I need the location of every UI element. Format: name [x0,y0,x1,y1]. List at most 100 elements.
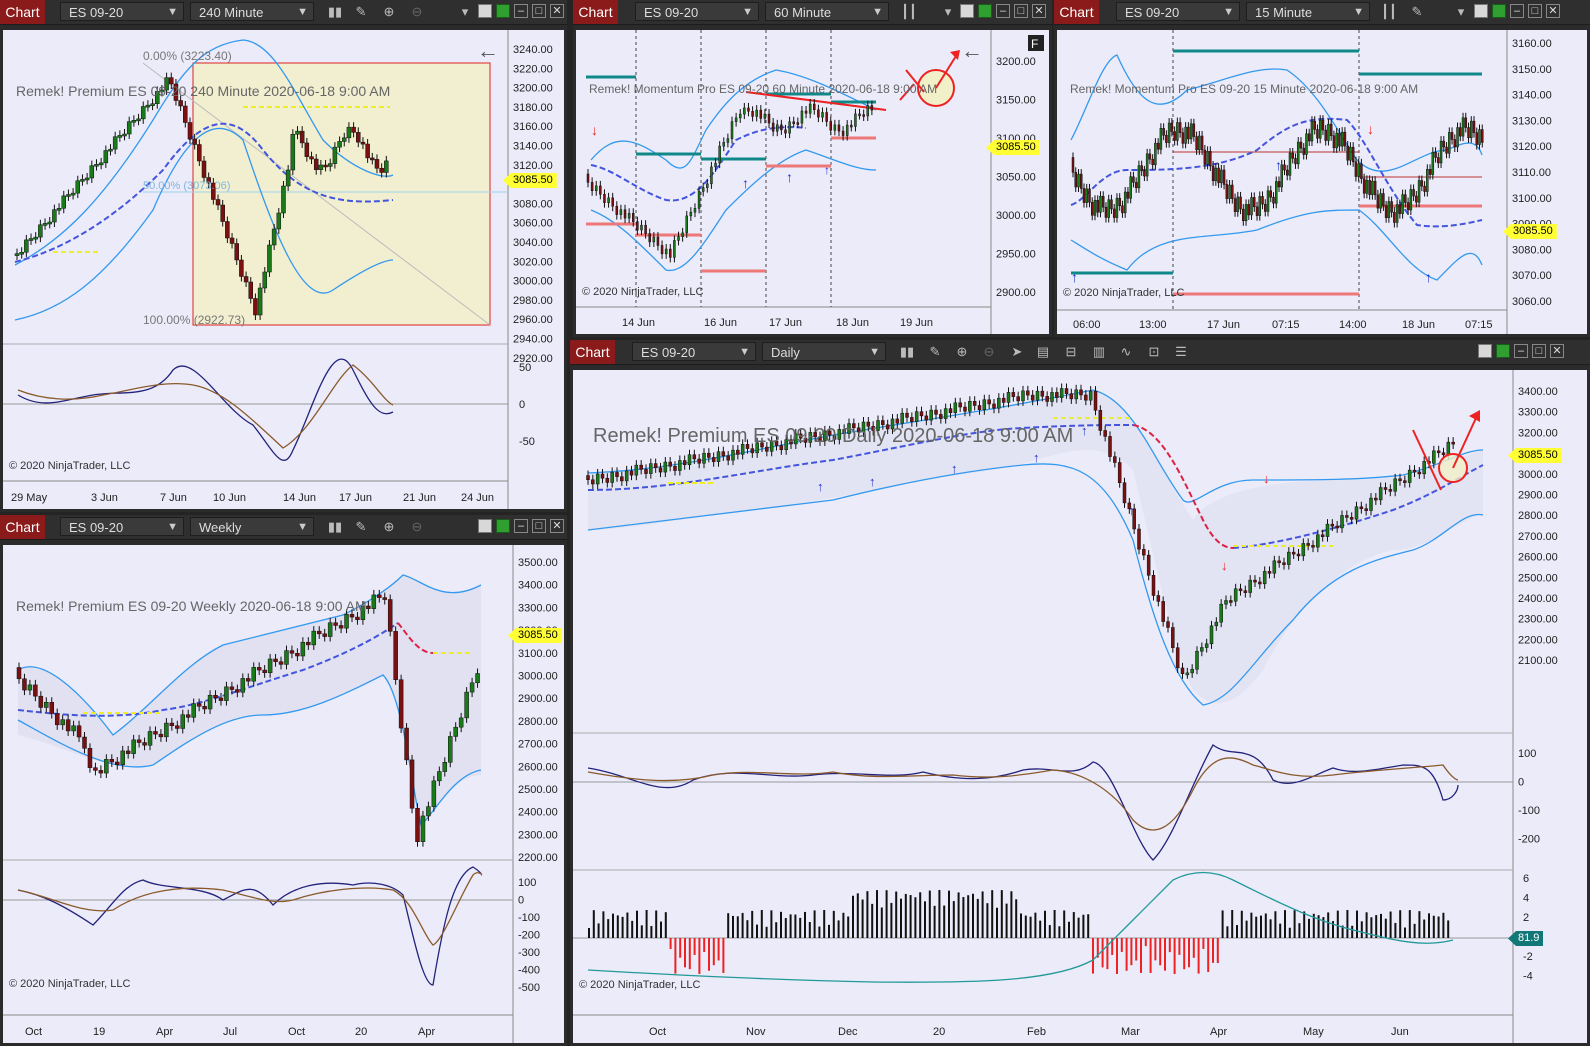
chart-panel[interactable]: ↓ ↑ ↑ ↑ 3160.00 3150.00 3140.00 3130.00 3120… [1057,30,1587,334]
maximize-button[interactable]: □ [532,4,546,18]
drawing-tool-icon[interactable]: ✎ [1411,4,1423,19]
candle [687,454,692,466]
candle [125,750,131,754]
back-arrow-icon[interactable]: ← [477,38,499,63]
link-color-button[interactable] [1478,344,1492,358]
link-group-button[interactable] [978,4,992,18]
drawing-tool-icon[interactable]: ✎ [355,519,367,534]
chart-trader-icon[interactable]: ⊟ [1065,344,1077,359]
interval-selector[interactable]: 15 Minute ▼ [1246,2,1370,21]
zoom-out-icon[interactable]: ⊖ [983,344,995,359]
interval-selector[interactable]: 240 Minute ▼ [190,2,314,21]
candle [115,761,120,765]
minimize-button[interactable]: – [514,4,528,18]
link-color-button[interactable] [1474,4,1488,18]
bar-type-icon[interactable]: ▮▮ [899,344,915,359]
drawing-tool-icon[interactable]: ✎ [929,344,941,359]
maximize-button[interactable]: □ [1528,4,1542,18]
drawing-tool-icon[interactable]: ✎ [355,4,367,19]
close-button[interactable]: ✕ [1032,4,1046,18]
instrument-selector[interactable]: ES 09-20 ▼ [60,517,184,536]
candle [1233,198,1237,212]
bar-type-icon[interactable]: ┃┃ [1381,4,1397,19]
minimize-button[interactable]: – [514,519,528,533]
interval-selector[interactable]: 60 Minute ▼ [765,2,889,21]
chevron-down-icon[interactable]: ▾ [461,4,469,19]
chart-panel[interactable]: 3240.00 3220.00 3200.00 3180.00 3160.00 3140.… [3,30,564,509]
candle [1351,146,1355,163]
chart-menu-button[interactable]: Chart [573,0,618,24]
link-color-button[interactable] [478,519,492,533]
strategies-icon[interactable]: ⊡ [1148,344,1160,359]
candle [963,406,967,412]
link-group-button[interactable] [496,519,510,533]
chart-menu-button[interactable]: Chart [1054,0,1099,24]
interval-selector[interactable]: Weekly ▼ [190,517,314,536]
link-group-button[interactable] [1496,344,1510,358]
zoom-in-icon[interactable]: ⊕ [383,4,395,19]
candle [1426,169,1429,192]
maximize-button[interactable]: □ [532,519,546,533]
data-box-icon[interactable]: ▤ [1036,344,1050,359]
link-group-button[interactable] [496,4,510,18]
interval-value: Weekly [199,520,242,535]
candle [779,445,784,451]
link-color-button[interactable] [960,4,974,18]
minimize-button[interactable]: – [1514,344,1528,358]
candle [722,142,726,147]
osc-axis-label: -50 [519,436,535,448]
bar-type-icon[interactable]: ▮▮ [327,519,343,534]
pointer-icon[interactable]: ➤ [1011,344,1023,359]
chart-panel[interactable]: ← ↓ ↑ ↑ ↑ 3200.00 3150.00 3100.00 3050.00 30… [576,30,1049,334]
copyright: © 2020 NinjaTrader, LLC [9,978,131,990]
minimize-button[interactable]: – [1510,4,1524,18]
candle [813,432,817,437]
zoom-out-icon[interactable]: ⊖ [411,4,423,19]
maximize-button[interactable]: □ [1014,4,1028,18]
instrument-selector[interactable]: ES 09-20 ▼ [60,2,184,21]
link-group-button[interactable] [1492,4,1506,18]
bar-type-icon[interactable]: ┃┃ [901,4,917,19]
chart-panel[interactable]: 3500.003400.003300.003200.003100.003000.… [3,545,564,1043]
zoom-in-icon[interactable]: ⊕ [383,519,395,534]
candle [19,252,24,255]
up-arrow-icon: ↑ [1128,503,1135,518]
templates-icon[interactable]: ▥ [1092,344,1106,359]
candle [202,706,207,710]
instrument-selector[interactable]: ES 09-20 ▼ [635,2,759,21]
maximize-button[interactable]: □ [1532,344,1546,358]
candle [131,120,137,123]
link-color-button[interactable] [478,4,492,18]
back-arrow-icon[interactable]: ← [961,38,983,63]
f-badge[interactable] [1028,35,1044,51]
candle [215,199,221,206]
indicators-icon[interactable]: ∿ [1120,344,1132,359]
chevron-down-icon[interactable]: ▾ [1457,4,1465,19]
interval-selector[interactable]: Daily ▼ [762,342,886,361]
close-button[interactable]: ✕ [550,4,564,18]
chart-menu-button[interactable]: Chart [570,340,615,364]
zoom-in-icon[interactable]: ⊕ [956,344,968,359]
close-button[interactable]: ✕ [1546,4,1560,18]
candle [370,157,375,161]
close-button[interactable]: ✕ [1550,344,1564,358]
instrument-selector[interactable]: ES 09-20 ▼ [632,342,756,361]
axis-label: 2900.00 [518,693,558,705]
chart-menu-button[interactable]: Chart [0,515,45,539]
candle [636,221,639,231]
chart-panel[interactable]: ↑ ↑ ↑ ↑ ↑ ↑ ↓ ↓ 3400.003300.003200.00310… [573,370,1587,1043]
candle [992,403,996,409]
histogram-bar [1068,921,1070,938]
minimize-button[interactable]: – [996,4,1010,18]
close-button[interactable]: ✕ [550,519,564,533]
candle [89,165,95,179]
chart-menu-button[interactable]: Chart [0,0,45,24]
chevron-down-icon[interactable]: ▾ [944,4,952,19]
instrument-selector[interactable]: ES 09-20 ▼ [1116,2,1240,21]
properties-icon[interactable]: ☰ [1175,344,1187,359]
down-arrow-icon: ↓ [591,122,598,138]
candle [685,215,688,234]
candle [1162,128,1165,136]
bar-type-icon[interactable]: ▮▮ [327,4,343,19]
zoom-out-icon[interactable]: ⊖ [411,519,423,534]
